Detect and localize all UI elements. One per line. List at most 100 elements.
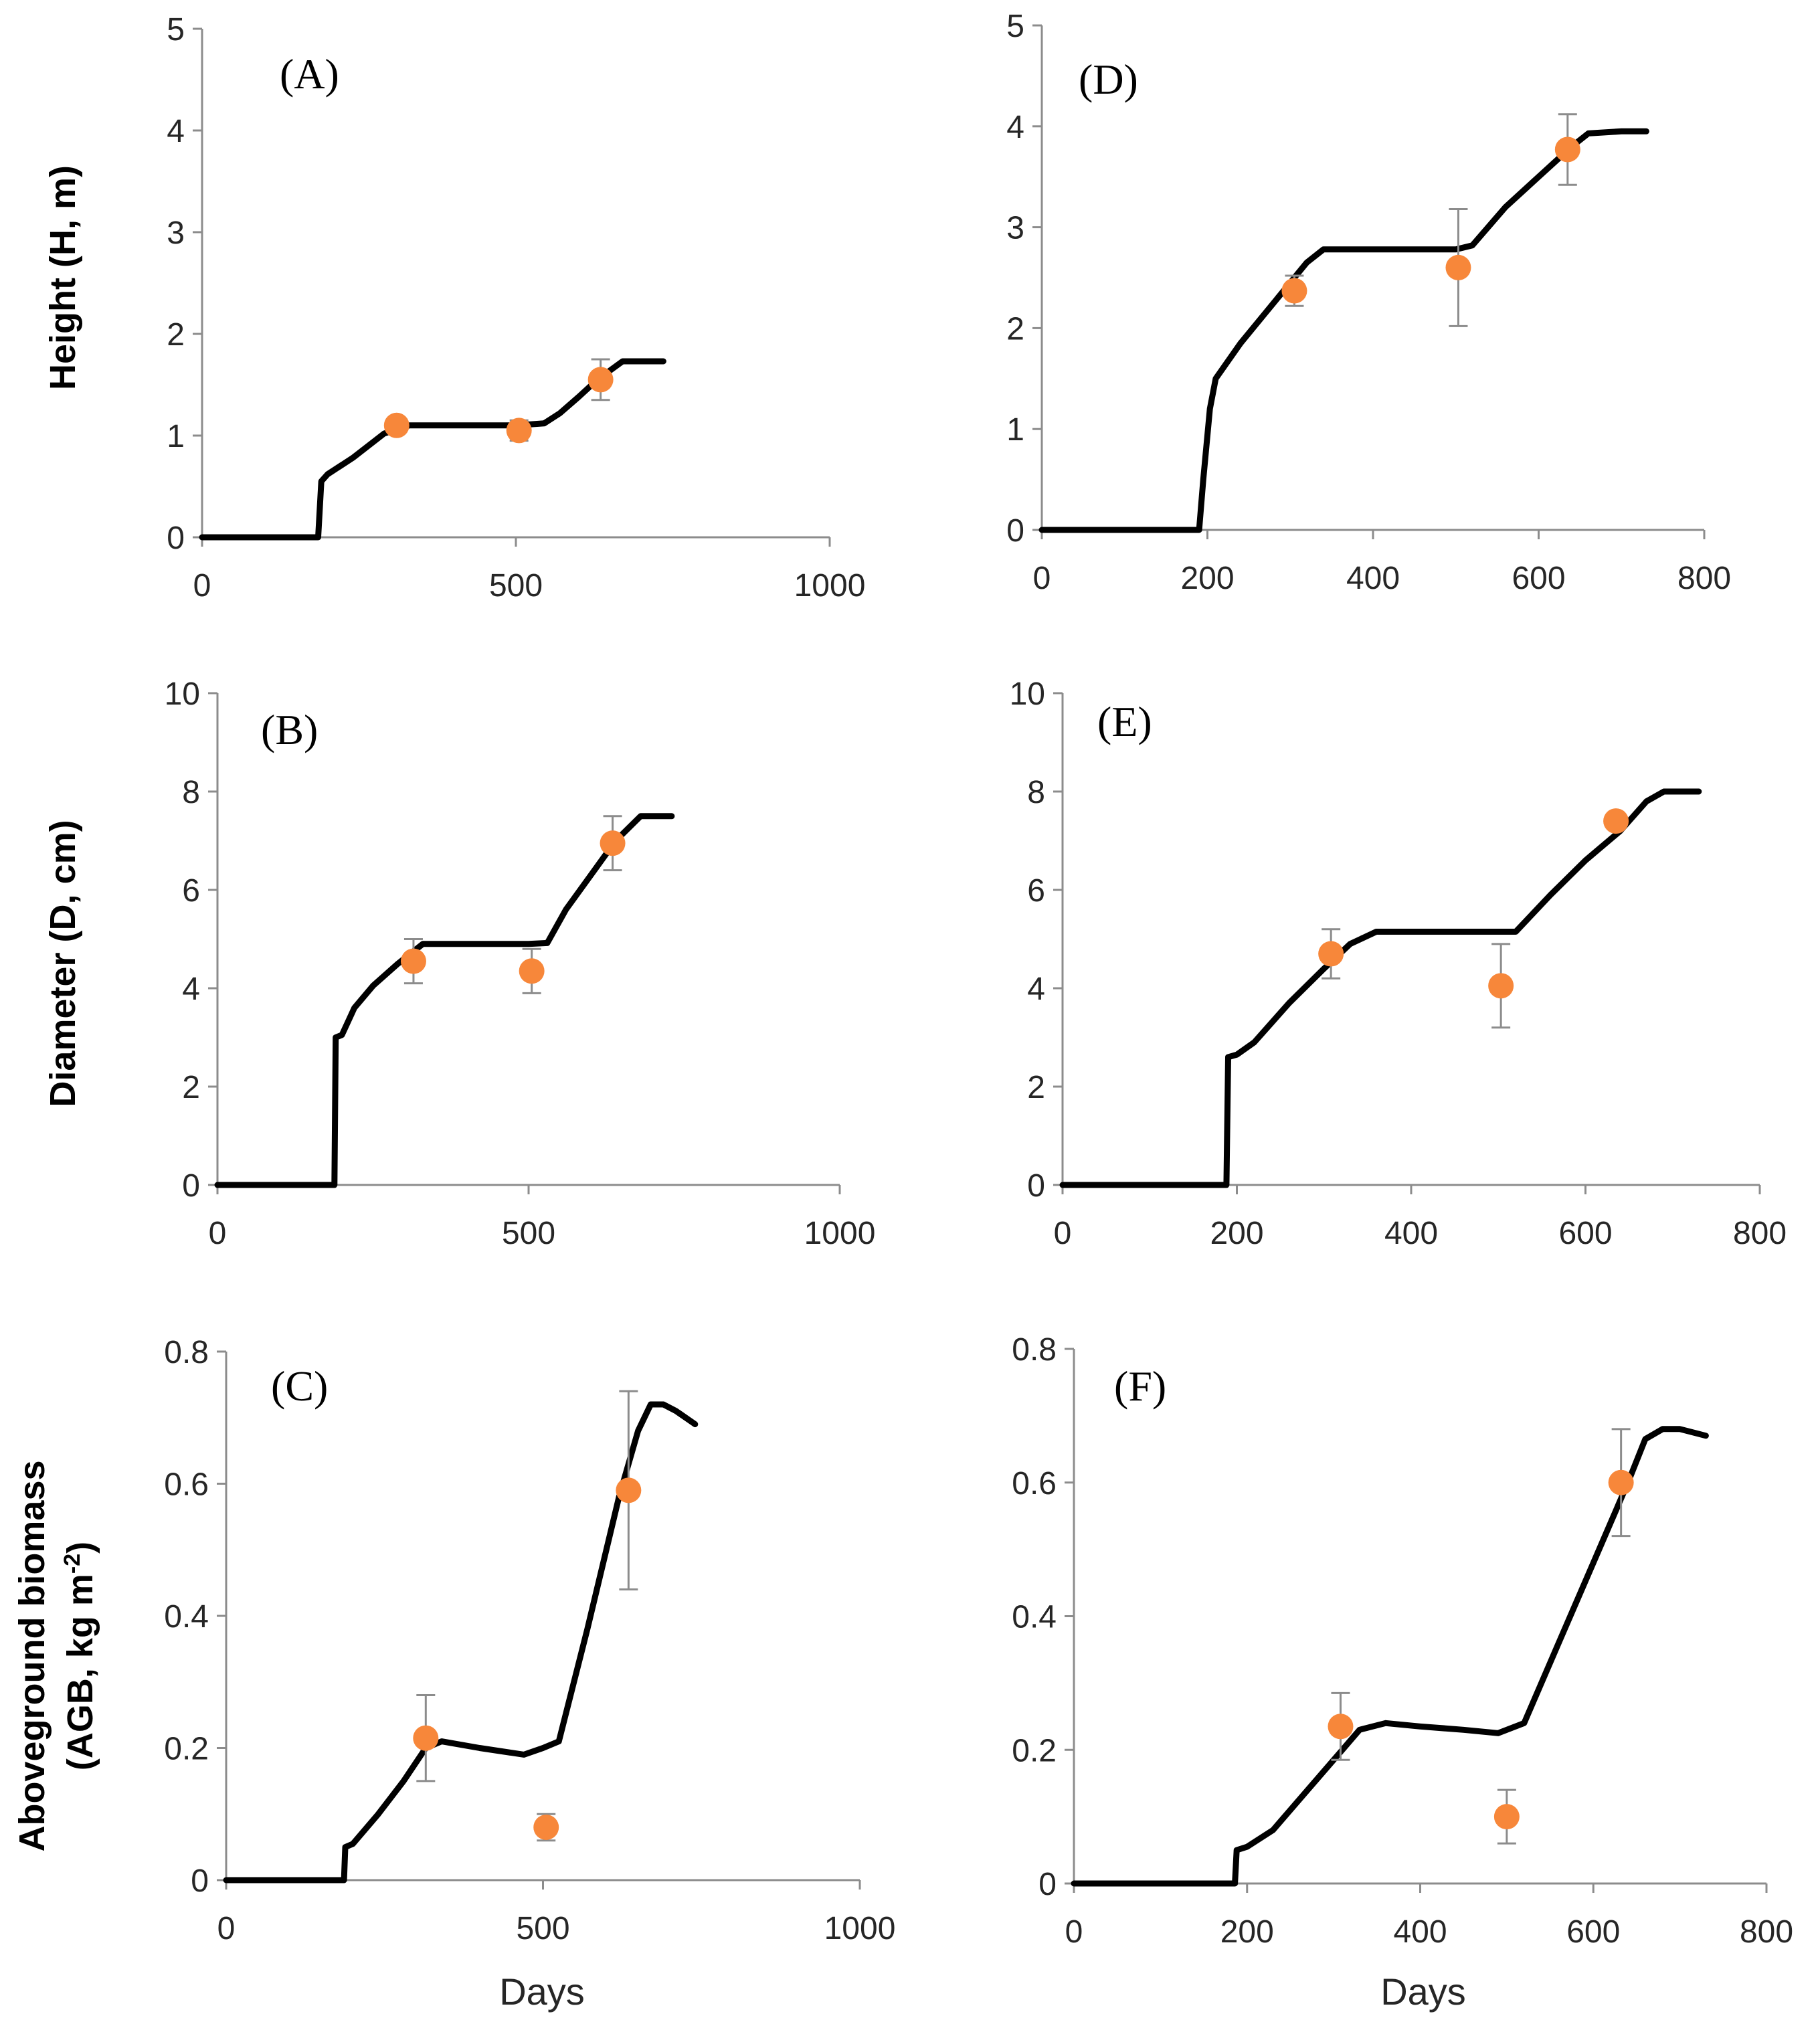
x-tick-label: 200 xyxy=(1180,561,1234,596)
x-tick-label: 1000 xyxy=(794,568,866,604)
observed-point xyxy=(1608,1469,1634,1495)
y-tick-label: 0.2 xyxy=(164,1732,209,1767)
y-tick-label: 0.6 xyxy=(1012,1466,1057,1501)
observed-point xyxy=(587,367,614,393)
x-tick-label: 400 xyxy=(1384,1216,1438,1251)
observed-point xyxy=(1328,1714,1354,1740)
observed-point xyxy=(1445,254,1471,280)
y-tick-label: 0.6 xyxy=(164,1467,209,1503)
agb-unit-superscript: -2 xyxy=(60,1554,85,1574)
y-tick-label: 1 xyxy=(1006,412,1024,448)
observed-point xyxy=(1488,973,1514,999)
x-tick-label: 1000 xyxy=(824,1911,896,1946)
x-tick-label: 200 xyxy=(1210,1216,1263,1251)
y-tick-label: 6 xyxy=(182,873,200,909)
observed-point xyxy=(1603,808,1629,834)
x-tick-label: 0 xyxy=(1054,1216,1072,1251)
x-tick-label: 800 xyxy=(1733,1216,1787,1251)
x-tick-label: 0 xyxy=(209,1216,227,1251)
panel-a: 0 1 2 3 4 5 0 500 1000 (A) xyxy=(167,12,865,604)
y-tick-label: 4 xyxy=(1006,110,1024,145)
simulated-line-b xyxy=(214,813,675,1188)
observed-point xyxy=(616,1477,642,1503)
y-tick-label: 3 xyxy=(167,215,185,251)
observed-point xyxy=(1554,136,1580,163)
y-tick-label: 0.2 xyxy=(1012,1733,1057,1768)
y-tick-label: 2 xyxy=(1027,1070,1045,1105)
y-tick-label: 10 xyxy=(1010,676,1045,712)
observed-point xyxy=(519,958,545,984)
simulated-line-c xyxy=(223,1401,699,1883)
agb-unit-suffix: ) xyxy=(60,1542,100,1554)
x-tick-label: 600 xyxy=(1558,1216,1612,1251)
y-tick-label: 4 xyxy=(167,114,185,149)
x-tick-label: 400 xyxy=(1393,1914,1447,1950)
x-axis-label-right: Days xyxy=(1380,1970,1466,2013)
y-tick-label: 5 xyxy=(1006,9,1024,44)
y-tick-label: 0 xyxy=(167,521,185,556)
simulated-line-f xyxy=(1071,1426,1709,1887)
panel-label-e: (E) xyxy=(1097,698,1152,745)
observed-point xyxy=(400,948,426,974)
panel-label-a: (A) xyxy=(280,50,339,98)
x-axis-label-left: Days xyxy=(499,1970,585,2013)
panel-b: 0 2 4 6 8 10 0 500 1000 (B) xyxy=(165,676,876,1251)
y-tick-label: 3 xyxy=(1006,211,1024,246)
observed-point xyxy=(506,418,532,444)
observed-point xyxy=(413,1725,439,1751)
x-tick-label: 800 xyxy=(1677,561,1731,596)
x-tick-label: 0 xyxy=(1065,1914,1083,1950)
x-tick-label: 600 xyxy=(1566,1914,1620,1950)
x-tick-label: 400 xyxy=(1346,561,1400,596)
panel-d: 0 1 2 3 4 5 0 200 400 600 800 (D) xyxy=(1006,9,1731,596)
y-axis-label-agb-line2: (AGB, kg m-2) xyxy=(60,1542,100,1770)
x-tick-label: 0 xyxy=(217,1911,236,1946)
x-tick-label: 800 xyxy=(1740,1914,1793,1950)
agb-unit-prefix: (AGB, kg m xyxy=(60,1574,100,1770)
panel-c: 0 0.2 0.4 0.6 0.8 0 500 1000 (C) xyxy=(164,1335,895,1946)
y-tick-label: 8 xyxy=(182,775,200,810)
y-tick-label: 0 xyxy=(1027,1168,1045,1204)
y-axis-label-agb-line1: Aboveground biomass xyxy=(12,1460,52,1851)
observed-point xyxy=(533,1815,559,1840)
y-axis-label-height: Height (H, m) xyxy=(43,165,83,390)
y-axis-label-diameter: Diameter (D, cm) xyxy=(43,820,83,1107)
panel-label-b: (B) xyxy=(261,706,318,753)
x-tick-label: 600 xyxy=(1512,561,1565,596)
x-tick-label: 0 xyxy=(1033,561,1051,596)
y-tick-label: 10 xyxy=(165,676,200,712)
x-tick-label: 500 xyxy=(516,1911,569,1946)
y-tick-label: 8 xyxy=(1027,775,1045,810)
y-tick-label: 2 xyxy=(167,317,185,353)
panel-f: 0 0.2 0.4 0.6 0.8 0 200 400 600 800 (F) xyxy=(1012,1332,1793,1950)
x-tick-label: 500 xyxy=(502,1216,555,1251)
x-tick-label: 0 xyxy=(193,568,211,604)
observed-point xyxy=(383,412,410,438)
y-tick-label: 6 xyxy=(1027,873,1045,909)
y-tick-label: 5 xyxy=(167,12,185,48)
y-tick-label: 0.4 xyxy=(164,1599,209,1635)
y-tick-label: 0 xyxy=(191,1863,209,1899)
x-tick-label: 1000 xyxy=(804,1216,876,1251)
y-tick-label: 0 xyxy=(182,1168,200,1204)
y-tick-label: 0.4 xyxy=(1012,1600,1057,1635)
y-tick-label: 0.8 xyxy=(1012,1332,1057,1368)
y-tick-label: 0 xyxy=(1006,513,1024,549)
y-tick-label: 1 xyxy=(167,419,185,454)
x-tick-label: 500 xyxy=(489,568,543,604)
panel-label-f: (F) xyxy=(1114,1362,1166,1410)
simulated-line-e xyxy=(1059,788,1702,1188)
x-tick-label: 200 xyxy=(1220,1914,1274,1950)
panel-label-d: (D) xyxy=(1079,56,1138,103)
observed-point xyxy=(1318,941,1344,967)
y-tick-label: 2 xyxy=(1006,311,1024,347)
observed-point xyxy=(600,830,626,856)
observed-point xyxy=(1281,278,1307,304)
y-tick-label: 2 xyxy=(182,1070,200,1105)
panel-label-c: (C) xyxy=(271,1362,328,1410)
y-tick-label: 0.8 xyxy=(164,1335,209,1370)
y-tick-label: 4 xyxy=(1027,972,1045,1007)
observed-point xyxy=(1493,1804,1520,1830)
